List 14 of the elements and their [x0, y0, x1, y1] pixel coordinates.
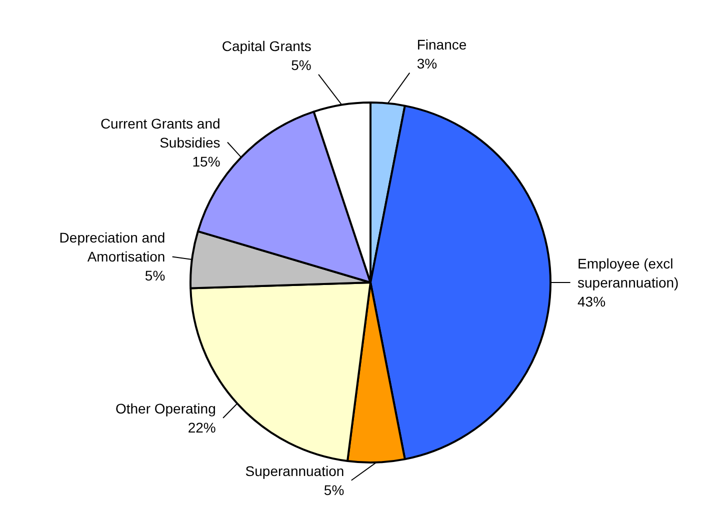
slice-label: Employee (excl superannuation) — [578, 256, 679, 290]
data-label: 5% — [144, 268, 166, 284]
data-label: 5% — [324, 482, 344, 498]
slice-label: Superannuation — [245, 462, 344, 479]
data-label: 3% — [416, 55, 438, 72]
data-label: 22% — [188, 420, 216, 436]
slice-label: Other Operating — [115, 400, 216, 417]
data-label: 5% — [291, 56, 312, 73]
data-label: 43% — [578, 294, 606, 310]
data-label: 15% — [192, 153, 220, 170]
slice-label: Finance — [416, 36, 467, 52]
slice-label: Capital Grants — [222, 38, 312, 54]
slice-label: Depreciation and Amortisation — [59, 230, 166, 265]
slice-label: Current Grants and Subsidies — [100, 115, 220, 150]
